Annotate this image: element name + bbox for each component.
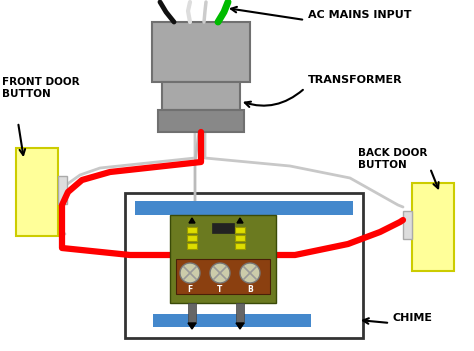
Polygon shape xyxy=(188,323,196,329)
Polygon shape xyxy=(237,218,243,223)
Polygon shape xyxy=(189,218,195,223)
Circle shape xyxy=(210,263,230,283)
Bar xyxy=(412,183,454,271)
Bar xyxy=(58,176,67,204)
Bar xyxy=(162,82,240,110)
Bar xyxy=(236,303,244,323)
Text: CHIME: CHIME xyxy=(393,313,433,323)
Text: BACK DOOR
BUTTON: BACK DOOR BUTTON xyxy=(358,148,428,170)
Bar xyxy=(152,22,250,82)
Bar xyxy=(235,243,245,249)
Bar xyxy=(187,235,197,241)
Bar xyxy=(125,193,363,338)
Circle shape xyxy=(240,263,260,283)
Bar xyxy=(176,259,270,294)
Bar xyxy=(170,215,276,303)
Text: F: F xyxy=(187,285,192,294)
Text: FRONT DOOR
BUTTON: FRONT DOOR BUTTON xyxy=(2,77,80,99)
Bar xyxy=(158,110,244,132)
Bar xyxy=(235,235,245,241)
Bar xyxy=(235,227,245,233)
Polygon shape xyxy=(236,323,244,329)
Bar xyxy=(135,201,353,215)
Bar xyxy=(187,227,197,233)
Text: T: T xyxy=(217,285,223,294)
Bar xyxy=(188,303,196,323)
Text: TRANSFORMER: TRANSFORMER xyxy=(308,75,402,85)
Bar xyxy=(212,223,234,233)
Bar xyxy=(187,243,197,249)
Bar xyxy=(16,148,58,236)
Bar xyxy=(153,314,311,327)
Text: B: B xyxy=(247,285,253,294)
Bar xyxy=(403,211,412,239)
Text: AC MAINS INPUT: AC MAINS INPUT xyxy=(308,10,411,20)
Circle shape xyxy=(180,263,200,283)
